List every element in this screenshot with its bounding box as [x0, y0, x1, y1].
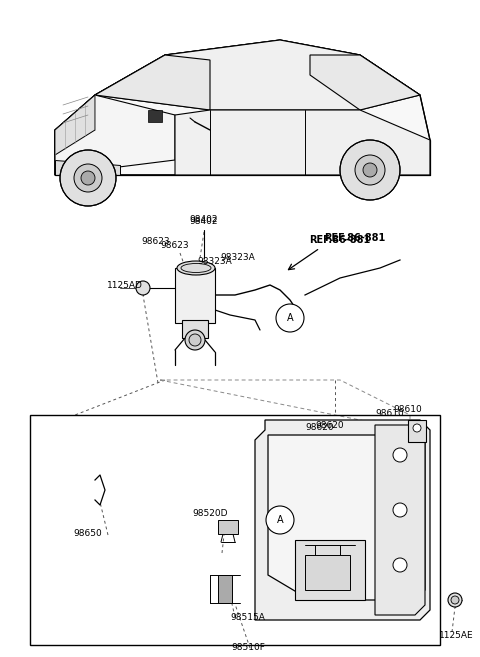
- Polygon shape: [375, 425, 425, 615]
- Text: 98610: 98610: [393, 405, 422, 415]
- Bar: [305, 555, 350, 590]
- Text: A: A: [287, 313, 293, 323]
- Polygon shape: [255, 420, 430, 620]
- Text: REF.86-881: REF.86-881: [324, 233, 385, 243]
- Text: 98515A: 98515A: [230, 612, 265, 622]
- Circle shape: [266, 506, 294, 534]
- Text: 98623: 98623: [161, 240, 189, 250]
- Circle shape: [185, 330, 205, 350]
- Polygon shape: [55, 95, 95, 155]
- Text: REF.86-881: REF.86-881: [310, 235, 371, 245]
- Text: 98402: 98402: [190, 215, 218, 225]
- Circle shape: [393, 558, 407, 572]
- Circle shape: [355, 155, 385, 185]
- Circle shape: [136, 281, 150, 295]
- Circle shape: [74, 164, 102, 192]
- Text: 98402: 98402: [190, 217, 218, 227]
- Polygon shape: [268, 435, 425, 600]
- Polygon shape: [55, 160, 120, 175]
- Bar: [408, 420, 426, 442]
- Circle shape: [81, 171, 95, 185]
- Text: 1125AE: 1125AE: [439, 631, 473, 639]
- Text: 1125AD: 1125AD: [107, 281, 143, 290]
- Polygon shape: [55, 40, 430, 175]
- Bar: [182, 320, 208, 338]
- Polygon shape: [310, 55, 420, 110]
- Circle shape: [393, 503, 407, 517]
- Circle shape: [448, 593, 462, 607]
- Bar: [218, 575, 232, 603]
- Text: 98323A: 98323A: [220, 254, 255, 263]
- Text: 98623: 98623: [142, 237, 170, 246]
- Bar: [30, 415, 440, 645]
- Text: 98650: 98650: [73, 528, 102, 537]
- Polygon shape: [55, 95, 175, 175]
- Polygon shape: [95, 40, 420, 110]
- Circle shape: [363, 163, 377, 177]
- Polygon shape: [295, 540, 365, 600]
- Ellipse shape: [177, 261, 215, 275]
- Text: 98620: 98620: [315, 420, 344, 430]
- Text: 98323A: 98323A: [198, 258, 232, 267]
- Circle shape: [60, 150, 116, 206]
- Circle shape: [276, 304, 304, 332]
- Polygon shape: [175, 110, 430, 175]
- Circle shape: [393, 448, 407, 462]
- Bar: [218, 520, 238, 534]
- Text: 98610: 98610: [376, 409, 404, 417]
- Text: 98510F: 98510F: [231, 643, 265, 652]
- Circle shape: [189, 334, 201, 346]
- Circle shape: [451, 596, 459, 604]
- Polygon shape: [95, 55, 210, 110]
- Bar: [175, 268, 215, 323]
- Circle shape: [340, 140, 400, 200]
- Bar: [148, 110, 162, 122]
- Circle shape: [413, 424, 421, 432]
- Text: 98520D: 98520D: [192, 509, 228, 518]
- Text: 98620: 98620: [306, 424, 334, 432]
- Text: A: A: [276, 515, 283, 525]
